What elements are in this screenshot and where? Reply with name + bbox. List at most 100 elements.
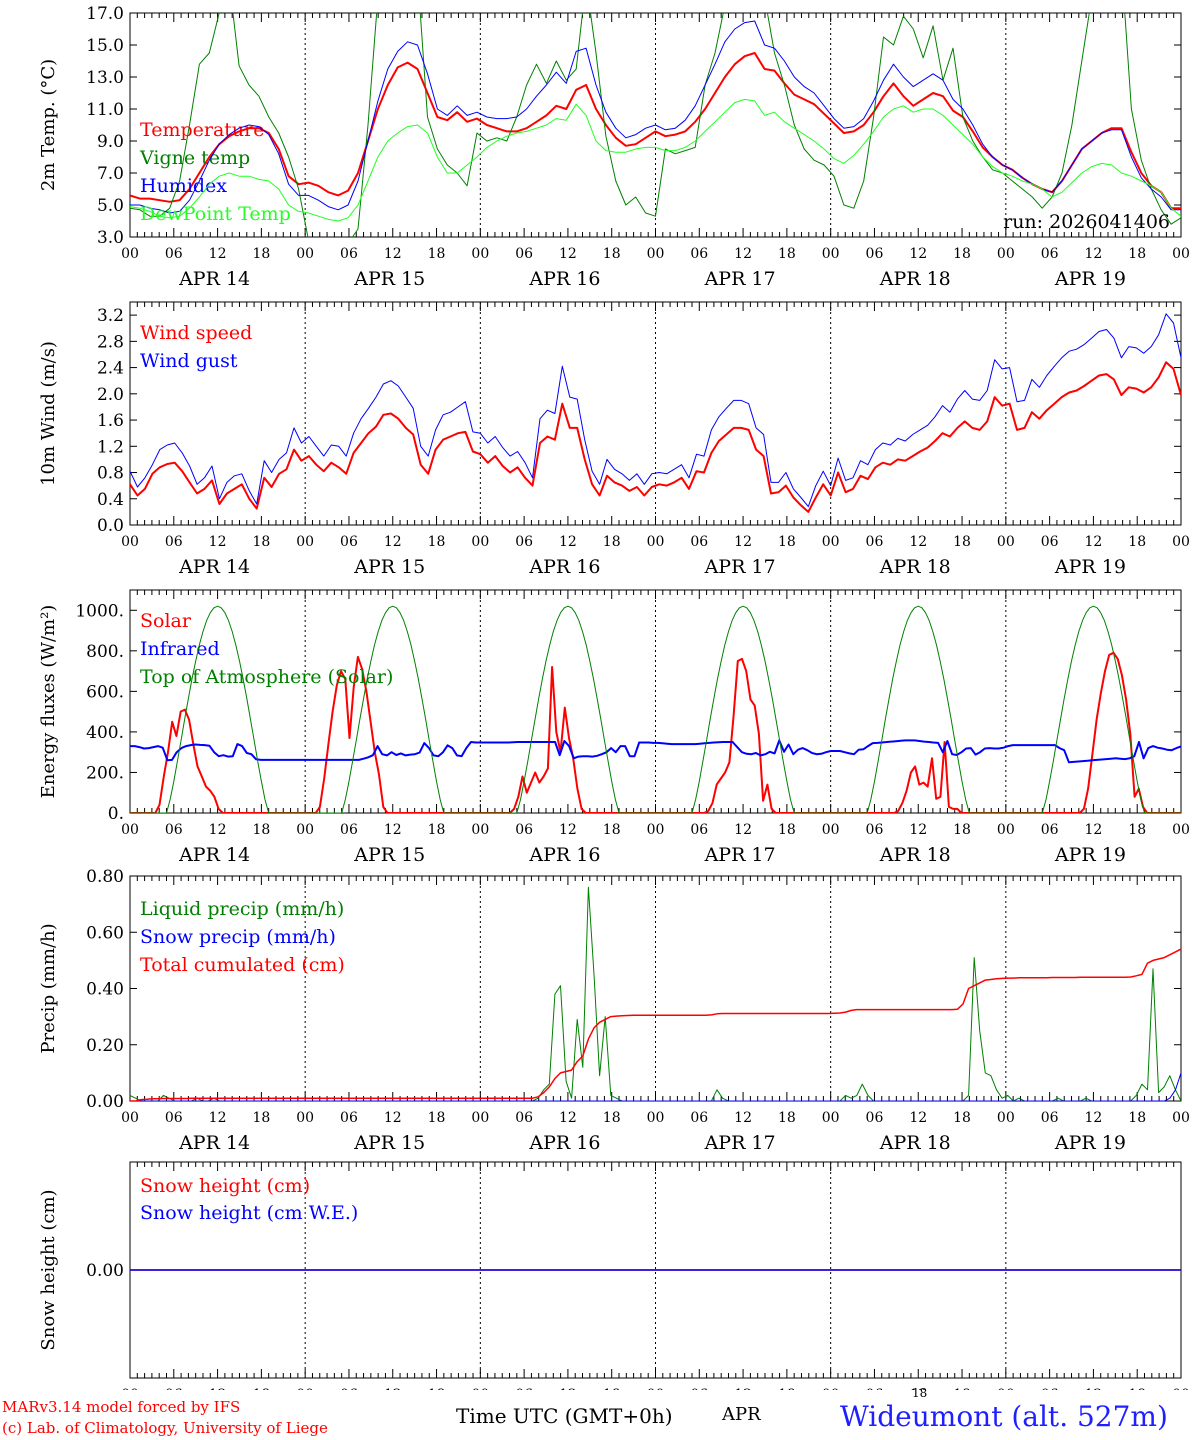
- legend-entry: Solar: [140, 610, 192, 632]
- x-hour-label: 00: [471, 822, 489, 838]
- x-hour-label: 12: [734, 1110, 752, 1126]
- x-hour-label: 12: [384, 1110, 402, 1126]
- y-tick-label: 5.0: [97, 196, 124, 216]
- y-tick-label: 200.: [86, 763, 124, 783]
- x-hour-label: 06: [340, 534, 358, 550]
- x-hour-label: 06: [690, 822, 708, 838]
- x-hour-label: 06: [690, 246, 708, 262]
- x-hour-label: 18: [252, 534, 270, 550]
- x-day-label: APR 16: [528, 844, 600, 866]
- y-tick-label: 9.0: [97, 132, 124, 152]
- x-hour-label: 00: [997, 1110, 1015, 1126]
- x-hour-label: 06: [515, 822, 533, 838]
- y-tick-label: 1.6: [97, 411, 124, 431]
- y-tick-label: 600.: [86, 682, 124, 702]
- x-hour-label: 12: [384, 1387, 402, 1390]
- run-annotation: run: 2026041406: [1003, 211, 1170, 233]
- x-hour-label: 06: [1041, 246, 1059, 262]
- x-hour-label: 06: [1041, 1110, 1059, 1126]
- x-hour-label: 12: [909, 822, 927, 838]
- x-day-label: APR 18: [879, 268, 951, 290]
- x-hour-label: 00: [647, 822, 665, 838]
- x-day-label: APR 17: [704, 844, 776, 866]
- y-tick-label: 0.00: [86, 1092, 124, 1112]
- x-hour-label: 00: [647, 534, 665, 550]
- legend-entry: Wind gust: [140, 350, 238, 372]
- y-tick-label: 3.0: [97, 228, 124, 248]
- x-hour-label: 18: [603, 534, 621, 550]
- x-hour-label: 00: [1172, 534, 1190, 550]
- x-hour-label: 18: [1128, 822, 1146, 838]
- series-line-liquid-precip-mm-h-: [130, 886, 1181, 1101]
- x-hour-label: 00: [647, 1387, 665, 1390]
- x-day-label: APR 16: [528, 268, 600, 290]
- y-tick-label: 400.: [86, 723, 124, 743]
- x-hour-label: 00: [121, 1110, 139, 1126]
- series-line-dewpoint-temp: [130, 98, 1181, 222]
- x-hour-label: 06: [1041, 1387, 1059, 1390]
- series-line-humidex: [130, 20, 1181, 214]
- y-tick-label: 1000.: [75, 601, 124, 621]
- x-hour-label: 00: [1172, 822, 1190, 838]
- legend-entry: Liquid precip (mm/h): [140, 898, 344, 920]
- y-tick-label: 7.0: [97, 164, 124, 184]
- x-hour-label: 12: [909, 534, 927, 550]
- x-hour-label: 00: [296, 1110, 314, 1126]
- x-hour-label: 06: [165, 246, 183, 262]
- x-day-label: APR 18: [879, 1132, 951, 1154]
- y-tick-label: 15.0: [86, 36, 124, 56]
- x-day-label: APR 19: [1054, 268, 1126, 290]
- x-hour-label: 18: [428, 1387, 446, 1390]
- x-hour-label: 06: [515, 246, 533, 262]
- x-hour-label: 00: [296, 534, 314, 550]
- x-hour-label: 06: [515, 1387, 533, 1390]
- x-hour-label: 06: [515, 1110, 533, 1126]
- x-hour-label: 06: [690, 1110, 708, 1126]
- series-line-infrared: [130, 739, 1181, 764]
- station-name: Wideumont (alt. 527m): [840, 1400, 1168, 1433]
- x-hour-label: 12: [559, 1110, 577, 1126]
- y-axis-label: 2m Temp. (°C): [38, 59, 59, 191]
- x-hour-label: 18: [603, 822, 621, 838]
- x-hour-label: 18: [778, 1387, 796, 1390]
- meteogram-figure: 3.0 5.0 7.0 9.0 11.0 13.0 15.0 17.0 2m Temp. (°C…: [38, 4, 1190, 1390]
- panel-5: 0.00 Snow height (cm) 00 06 12 18 00 06 12 18 00 06…: [38, 1161, 1190, 1390]
- y-tick-label: 0.4: [97, 490, 124, 510]
- legend-entry: DewPoint Temp: [140, 203, 291, 225]
- x-hour-label: 00: [296, 246, 314, 262]
- legend-entry: Wind speed: [140, 322, 252, 344]
- x-hour-label: 12: [909, 246, 927, 262]
- x-axis-month: APR: [722, 1404, 761, 1425]
- x-day-label: APR 15: [353, 1132, 425, 1154]
- x-hour-label: 06: [340, 822, 358, 838]
- x-hour-label: 18: [1128, 534, 1146, 550]
- x-hour-label: 18: [428, 534, 446, 550]
- legend-entry: Total cumulated (cm): [140, 954, 345, 976]
- x-hour-label: 12: [384, 246, 402, 262]
- x-hour-label: 12: [559, 246, 577, 262]
- y-tick-label: 0.8: [97, 464, 124, 484]
- x-day-label: APR 15: [353, 556, 425, 578]
- x-hour-label: 18: [1128, 1387, 1146, 1390]
- x-day-label: APR 15: [353, 268, 425, 290]
- x-hour-label: 06: [515, 534, 533, 550]
- legend-entry: Snow height (cm): [140, 1175, 310, 1197]
- x-hour-label: 18: [428, 246, 446, 262]
- x-hour-label: 06: [1041, 822, 1059, 838]
- x-hour-label: 06: [340, 246, 358, 262]
- x-hour-label: 18: [1128, 246, 1146, 262]
- x-hour-label: 00: [296, 822, 314, 838]
- x-hour-label: 00: [822, 246, 840, 262]
- series-line-vigne-temp: [130, 13, 1181, 237]
- x-hour-label: 12: [559, 534, 577, 550]
- legend-entry: Top of Atmosphere (Solar): [140, 666, 393, 688]
- panel-3: 0. 200. 400. 600. 800. 1000. Energy fluxes (W/…: [38, 589, 1190, 866]
- y-axis-label: Precip (mm/h): [38, 923, 59, 1053]
- y-tick-label: 3.2: [97, 306, 124, 326]
- x-hour-label: 12: [384, 822, 402, 838]
- legend-entry: Humidex: [140, 175, 227, 197]
- x-hour-label: 06: [165, 534, 183, 550]
- x-hour-label: 00: [121, 246, 139, 262]
- x-hour-label: 06: [340, 1110, 358, 1126]
- x-hour-label: 18: [953, 822, 971, 838]
